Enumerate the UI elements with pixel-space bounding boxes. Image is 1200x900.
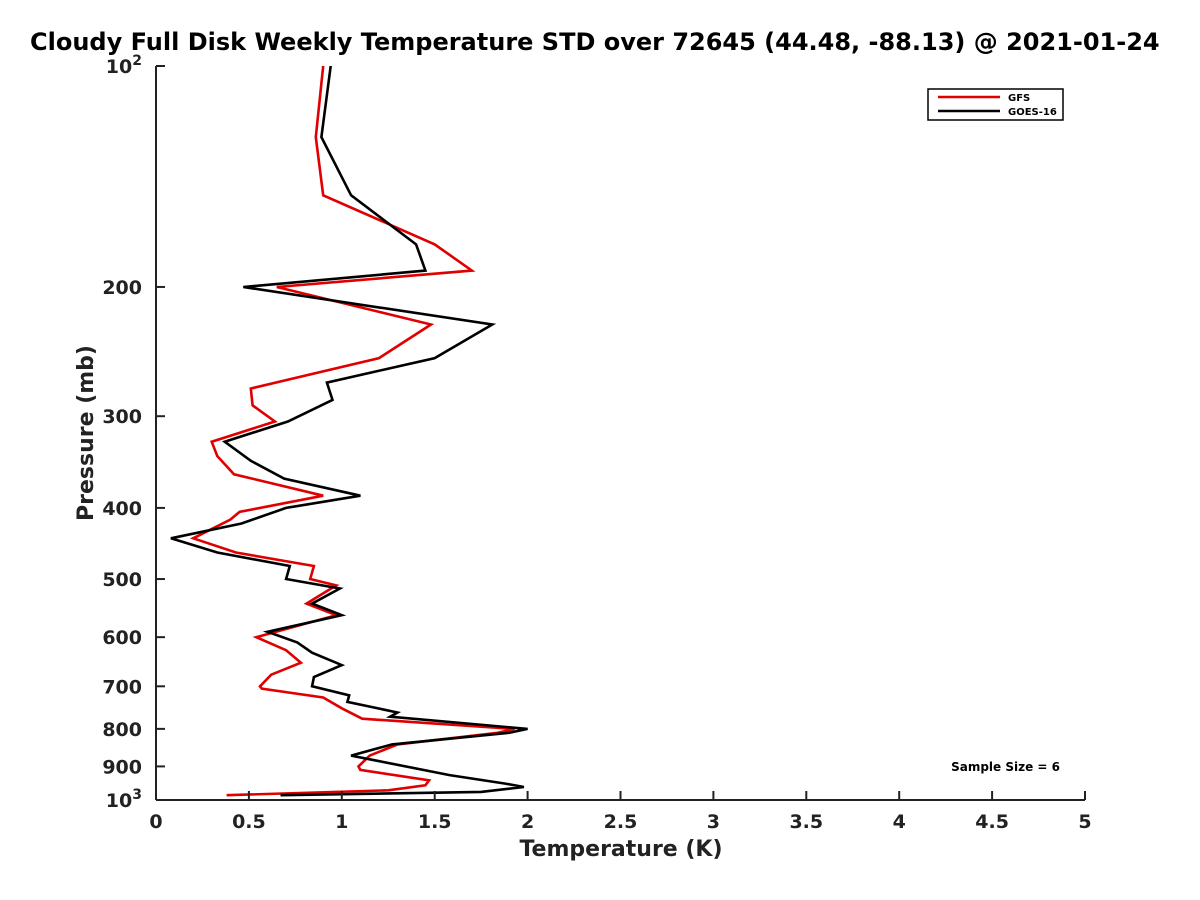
y-tick-label: 700 bbox=[102, 676, 142, 698]
legend-box bbox=[927, 88, 1064, 121]
y-tick-label: 500 bbox=[102, 569, 142, 591]
legend: GFS GOES-16 bbox=[927, 88, 1064, 121]
y-tick-label-exponent: 2 bbox=[132, 53, 142, 69]
x-tick-label: 1 bbox=[335, 811, 348, 833]
x-tick-label: 1.5 bbox=[418, 811, 452, 833]
y-tick-label: 103 bbox=[106, 787, 142, 812]
legend-label-goes-16: GOES-16 bbox=[1008, 107, 1057, 118]
chart-ticks: 0 0.5 1 1.5 2 2.5 3 3.5 4 4.5 51022003004005006007… bbox=[102, 53, 1091, 833]
series-line-gfs bbox=[189, 65, 515, 797]
y-tick-label: 800 bbox=[102, 719, 142, 741]
series-line-goes-16 bbox=[170, 65, 528, 797]
y-tick-label: 600 bbox=[102, 627, 142, 649]
y-tick-label-base: 10 bbox=[106, 56, 132, 78]
x-tick-label: 4 bbox=[893, 811, 906, 833]
y-tick-label: 300 bbox=[102, 406, 142, 428]
x-tick-label: 3 bbox=[707, 811, 720, 833]
x-tick-label: 0.5 bbox=[232, 811, 266, 833]
x-tick-label: 5 bbox=[1078, 811, 1091, 833]
y-tick-label: 900 bbox=[102, 756, 142, 778]
y-tick-label: 102 bbox=[106, 53, 142, 78]
chart-marks bbox=[170, 65, 528, 797]
sample-size-annotation: Sample Size = 6 bbox=[951, 760, 1060, 774]
y-axis-label: Pressure (mb) bbox=[74, 345, 99, 521]
chart-axes bbox=[155, 66, 1085, 801]
chart-title: Cloudy Full Disk Weekly Temperature STD … bbox=[30, 28, 1160, 56]
x-tick-label: 0 bbox=[149, 811, 162, 833]
x-tick-label: 3.5 bbox=[789, 811, 823, 833]
x-tick-label: 2.5 bbox=[604, 811, 638, 833]
x-tick-label: 2 bbox=[521, 811, 534, 833]
y-tick-label-exponent: 3 bbox=[132, 787, 142, 803]
y-tick-label: 400 bbox=[102, 498, 142, 520]
x-tick-label: 4.5 bbox=[975, 811, 1009, 833]
y-tick-label: 200 bbox=[102, 277, 142, 299]
legend-label-gfs: GFS bbox=[1008, 93, 1030, 104]
y-tick-label-base: 10 bbox=[106, 790, 132, 812]
x-axis-label: Temperature (K) bbox=[519, 837, 722, 862]
